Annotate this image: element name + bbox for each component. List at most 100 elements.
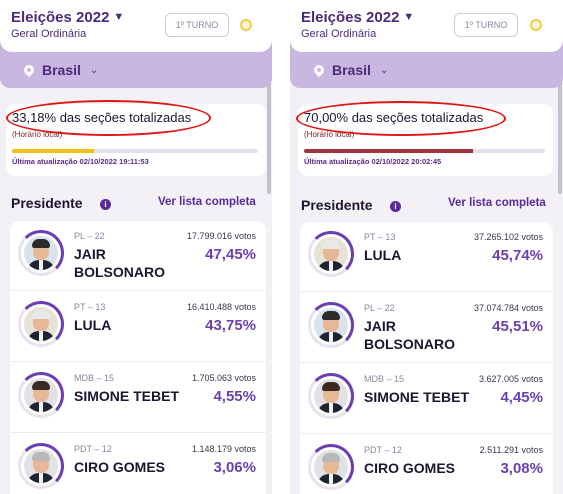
section-title: Presidente (11, 195, 83, 211)
candidate-votes: 37.265.102 votos (473, 232, 543, 242)
avatar-hair (32, 381, 50, 390)
candidate-avatar (24, 236, 58, 270)
candidate-list: PL – 22 17.799.016 votos JAIR BOLSONARO 47,… (10, 221, 266, 494)
avatar-collar (39, 260, 43, 270)
info-icon[interactable]: i (390, 201, 401, 212)
progress-fill (12, 149, 94, 153)
scrollbar[interactable] (267, 64, 271, 194)
scrollbar[interactable] (558, 64, 562, 194)
candidate-avatar (314, 450, 348, 484)
candidate-avatar (314, 379, 348, 413)
progress-bar (304, 149, 545, 153)
chevron-down-icon: ▼ (113, 11, 125, 23)
vote-share-arc (308, 231, 354, 277)
location-pin-icon (21, 62, 37, 78)
candidate-votes: 1.148.179 votos (191, 444, 256, 454)
candidate-name: SIMONE TEBET (74, 388, 180, 404)
full-list-link[interactable]: Ver lista completa (158, 196, 256, 208)
candidate-row[interactable]: PT – 13 37.265.102 votos LULA 45,74% (300, 222, 553, 292)
vote-share-arc (18, 230, 64, 276)
candidate-party: PL – 22 (74, 231, 105, 241)
info-icon[interactable]: i (100, 199, 111, 210)
candidate-list: PT – 13 37.265.102 votos LULA 45,74% PL – 22… (300, 222, 553, 494)
candidate-row[interactable]: MDB – 15 1.705.063 votos SIMONE TEBET 4,55% (10, 363, 266, 433)
candidate-votes: 1.705.063 votos (191, 373, 256, 383)
candidate-photo (18, 230, 64, 276)
vote-share-arc (18, 301, 64, 347)
candidate-name: LULA (364, 247, 402, 263)
vote-share-arc (18, 372, 64, 418)
avatar-collar (329, 332, 333, 342)
location-label: Brasil (42, 62, 81, 78)
avatar-hair (32, 310, 50, 319)
election-selector[interactable]: Eleições 2022 ▼ (301, 9, 415, 26)
candidate-votes: 17.799.016 votos (186, 231, 256, 241)
progress-fill (304, 149, 473, 153)
candidate-row[interactable]: PT – 13 16.410.488 votos LULA 43,75% (10, 292, 266, 362)
candidate-votes: 16.410.488 votos (186, 302, 256, 312)
candidate-percentage: 4,45% (500, 389, 543, 406)
avatar-hair (322, 240, 340, 249)
full-list-link[interactable]: Ver lista completa (448, 197, 546, 209)
candidate-row[interactable]: PDT – 12 1.148.179 votos CIRO GOMES 3,06% (10, 434, 266, 494)
election-selector[interactable]: Eleições 2022 ▼ (11, 9, 125, 26)
highlight-ring (6, 100, 211, 136)
theme-toggle-icon[interactable] (530, 19, 542, 31)
avatar-hair (322, 382, 340, 391)
candidate-percentage: 45,51% (492, 318, 543, 335)
chevron-down-icon: ⌄ (380, 65, 389, 76)
candidate-party: PL – 22 (364, 303, 395, 313)
vote-share-arc (308, 373, 354, 419)
candidate-party: PDT – 12 (74, 444, 112, 454)
avatar-collar (329, 261, 333, 271)
timezone-note: (Horário local) (12, 130, 63, 139)
candidate-name: CIRO GOMES (364, 460, 456, 476)
candidate-percentage: 43,75% (205, 317, 256, 334)
vote-share-arc (308, 444, 354, 490)
last-updated: Última atualização 02/10/2022 20:02:45 (304, 157, 442, 166)
candidate-photo (18, 443, 64, 489)
vote-share-arc (308, 302, 354, 348)
avatar-collar (39, 402, 43, 412)
theme-toggle-icon[interactable] (240, 19, 252, 31)
candidate-photo (308, 231, 354, 277)
candidate-row[interactable]: PL – 22 17.799.016 votos JAIR BOLSONARO 47,… (10, 221, 266, 291)
candidate-name: JAIR BOLSONARO (364, 318, 455, 352)
chevron-down-icon: ▼ (403, 11, 415, 23)
candidate-name: LULA (74, 317, 112, 333)
vote-share-arc (18, 443, 64, 489)
election-subtitle: Geral Ordinária (301, 28, 377, 40)
candidate-percentage: 3,06% (213, 459, 256, 476)
candidate-photo (18, 372, 64, 418)
avatar-collar (39, 331, 43, 341)
avatar-hair (32, 452, 50, 461)
candidate-row[interactable]: PL – 22 37.074.784 votos JAIR BOLSONARO 45,… (300, 293, 553, 363)
progress-bar (12, 149, 258, 153)
candidate-avatar (24, 449, 58, 483)
candidate-votes: 2.511.291 votos (479, 445, 543, 455)
last-updated: Última atualização 02/10/2022 19:11:53 (12, 157, 149, 166)
location-label: Brasil (332, 62, 371, 78)
chevron-down-icon: ⌄ (90, 65, 99, 76)
candidate-avatar (314, 308, 348, 342)
candidate-row[interactable]: PDT – 12 2.511.291 votos CIRO GOMES 3,08% (300, 435, 553, 494)
timezone-note: (Horário local) (304, 130, 355, 139)
turno-button[interactable]: 1º TURNO (454, 13, 518, 37)
candidate-votes: 3.627.005 votos (478, 374, 543, 384)
turno-button[interactable]: 1º TURNO (165, 13, 229, 37)
candidate-photo (308, 373, 354, 419)
candidate-percentage: 45,74% (492, 247, 543, 264)
candidate-name: JAIR BOLSONARO (74, 246, 165, 280)
candidate-percentage: 3,08% (500, 460, 543, 477)
candidate-percentage: 4,55% (213, 388, 256, 405)
avatar-hair (32, 239, 50, 248)
candidate-name: CIRO GOMES (74, 459, 166, 475)
results-panel-left: Eleições 2022 ▼ Geral Ordinária 1º TURNO … (0, 0, 272, 494)
candidate-row[interactable]: MDB – 15 3.627.005 votos SIMONE TEBET 4,45% (300, 364, 553, 434)
candidate-party: MDB – 15 (74, 373, 115, 383)
highlight-ring (296, 101, 506, 136)
candidate-photo (18, 301, 64, 347)
candidate-avatar (314, 237, 348, 271)
location-pin-icon (311, 62, 327, 78)
